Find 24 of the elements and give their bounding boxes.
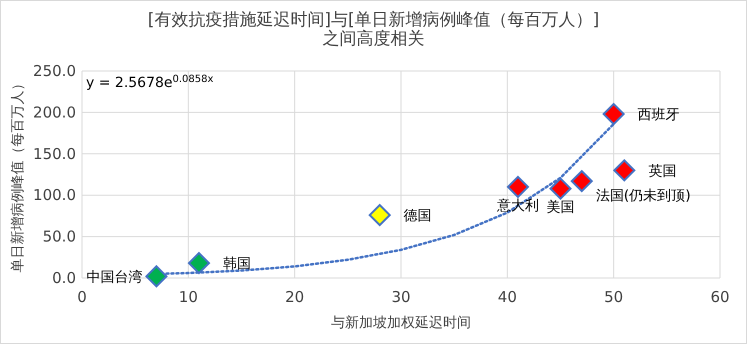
series-label: 韩国 [222, 256, 251, 272]
y-tick-label: 100.0 [33, 186, 76, 204]
x-tick-label: 40 [498, 288, 517, 306]
x-axis-title: 与新加坡加权延迟时间 [331, 315, 471, 331]
y-tick-label: 150.0 [33, 144, 76, 163]
annotation: y = 2.5678e$^{0.0858x}$ [86, 74, 214, 91]
x-tick-label: 60 [710, 288, 730, 306]
series-label: 中国台湾 [86, 269, 142, 286]
x-tick-label: 0 [77, 288, 87, 306]
series-label: 西班牙 [638, 107, 680, 124]
chart-title: [有效抗疫措施延迟时间]与[单日新增病例峰值（每百万人）] 之间高度相关 [148, 10, 600, 49]
y-tick-label: 200.0 [33, 103, 76, 122]
series-label: 英国 [648, 163, 676, 180]
y-tick-label: 0.0 [52, 269, 76, 287]
series-label: 法国(仍未到顶) [596, 188, 691, 204]
series-label: 德国 [404, 208, 432, 224]
y-tick-label: 50.0 [42, 228, 76, 246]
y-axis-title: 单日新增病例峰值（每百万人） [10, 76, 26, 272]
x-tick-label: 30 [391, 288, 411, 306]
x-tick-label: 50 [604, 288, 624, 306]
y-tick-label: 250.0 [33, 62, 76, 80]
series-label: 美国 [546, 200, 574, 216]
x-tick-label: 20 [285, 288, 304, 306]
x-tick-label: 10 [178, 288, 198, 306]
